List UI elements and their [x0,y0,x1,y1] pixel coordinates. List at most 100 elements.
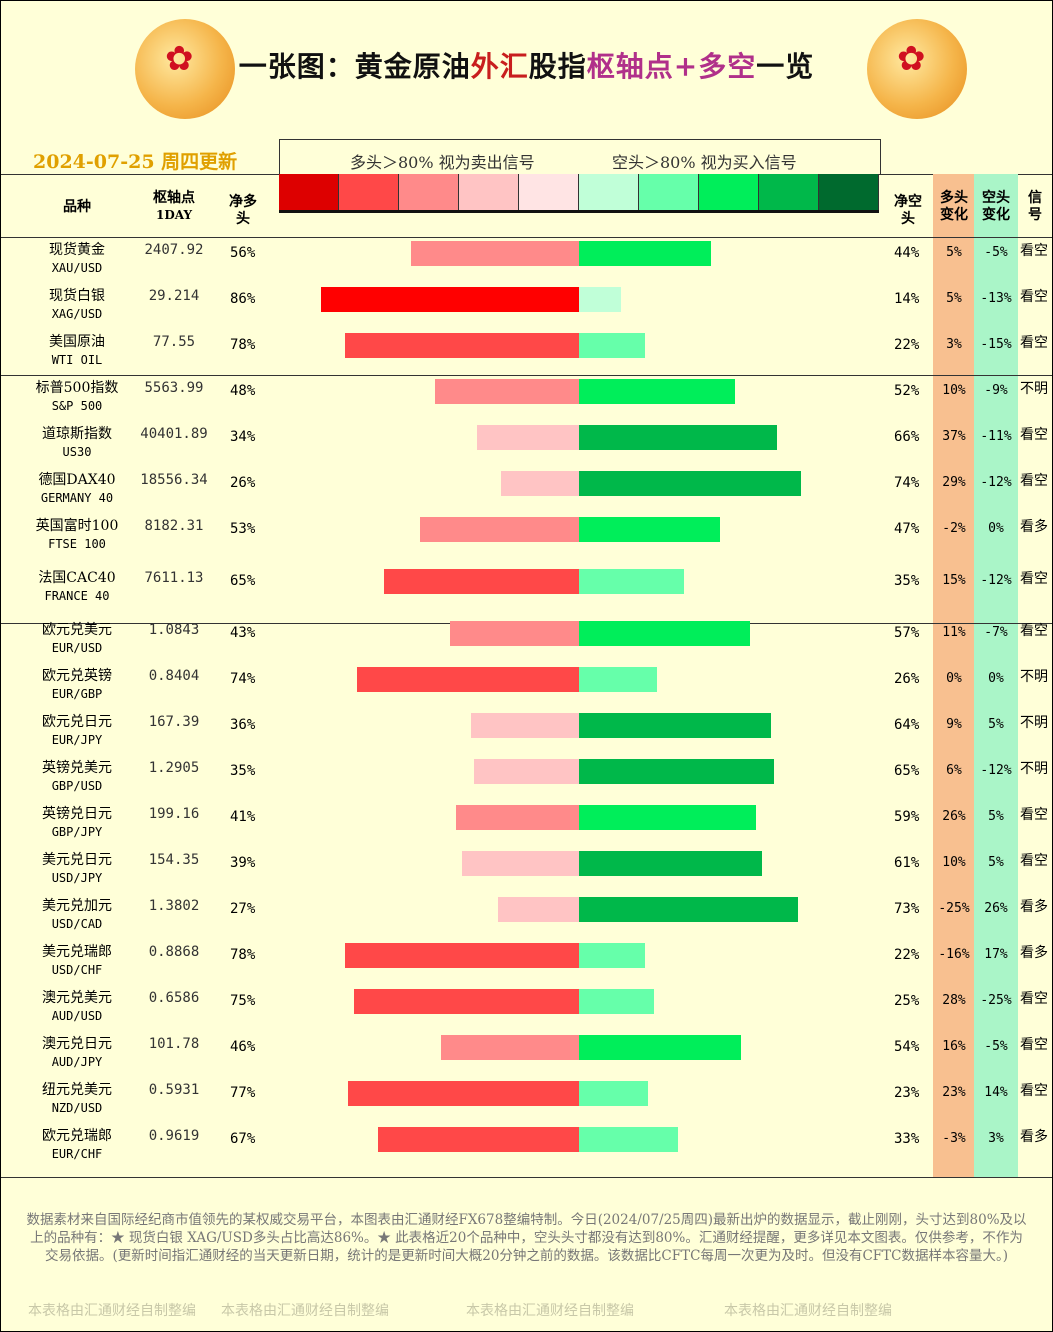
instrument-name: 标普500指数 S&P 500 [35,380,119,413]
pivot-value: 8182.31 [144,518,204,534]
net-short-pct: 14% [894,291,920,307]
short-change: -5% [984,245,1008,260]
net-short-pct: 54% [894,1039,920,1055]
long-change: 3% [946,337,962,352]
signal: 不明 [1020,761,1048,777]
instrument-name: 英镑兑日元 GBP/JPY [42,806,112,839]
short-bar [579,569,684,594]
signal: 看多 [1020,945,1048,961]
net-short-pct: 35% [894,573,920,589]
long-bar [348,1081,579,1106]
watermark: 本表格由汇通财经自制整编 [221,1303,389,1319]
signal: 看多 [1020,519,1048,535]
long-change: 11% [942,625,966,640]
short-change: 5% [988,717,1004,732]
short-change: 3% [988,1131,1004,1146]
short-bar [579,287,621,312]
net-short-pct: 44% [894,245,920,261]
short-bar [579,667,657,692]
long-change: 6% [946,763,962,778]
short-bar [579,333,645,358]
short-change: -13% [980,291,1012,306]
instrument-name: 美元兑瑞郎 USD/CHF [42,944,112,977]
pivot-value: 154.35 [148,852,200,868]
pivot-value: 199.16 [148,806,200,822]
short-bar [579,379,735,404]
table-row: 美元兑加元 USD/CAD 1.3802 27% 73% -25% 26% 看多 [1,895,1052,941]
short-change: -12% [980,475,1012,490]
signal: 看多 [1020,899,1048,915]
short-bar [579,1127,678,1152]
net-long-pct: 39% [230,855,256,871]
table-row: 美元兑瑞郎 USD/CHF 0.8868 78% 22% -16% 17% 看多 [1,941,1052,987]
long-change: 26% [942,809,966,824]
net-long-pct: 27% [230,901,256,917]
long-bar [435,379,579,404]
legend-swatch [339,174,399,210]
color-scale [279,174,879,213]
net-short-pct: 61% [894,855,920,871]
long-bar [384,569,579,594]
short-bar [579,471,801,496]
table-row: 英镑兑日元 GBP/JPY 199.16 41% 59% 26% 5% 看空 [1,803,1052,849]
table-row: 美国原油 WTI OIL 77.55 78% 22% 3% -15% 看空 [1,331,1052,377]
short-bar [579,897,798,922]
net-short-pct: 57% [894,625,920,641]
signal: 看空 [1020,335,1048,351]
table-row: 标普500指数 S&P 500 5563.99 48% 52% 10% -9% 不… [1,377,1052,423]
legend-long: 多头＞80% 视为卖出信号 [350,153,535,172]
net-short-pct: 22% [894,947,920,963]
update-date: 2024-07-25 周四更新 [33,151,238,173]
instrument-name: 美元兑日元 USD/JPY [42,852,112,885]
signal: 不明 [1020,669,1048,685]
pivot-value: 0.6586 [148,990,200,1006]
short-change: 26% [984,901,1008,916]
net-long-pct: 46% [230,1039,256,1055]
instrument-name: 现货黄金 XAU/USD [49,242,105,275]
flower-logo-left: ✿ [135,19,235,119]
long-bar [420,517,579,542]
legend-swatch [579,174,639,210]
footer-note: 数据素材来自国际经纪商市值领先的某权威交易平台，本图表由汇通财经FX678整编特… [26,1212,1027,1264]
long-bar [345,943,579,968]
pivot-value: 1.2905 [148,760,200,776]
net-long-pct: 75% [230,993,256,1009]
table-row: 现货白银 XAG/USD 29.214 86% 14% 5% -13% 看空 [1,285,1052,331]
long-change: 29% [942,475,966,490]
short-bar [579,1035,741,1060]
pivot-value: 29.214 [148,288,200,304]
long-change: 16% [942,1039,966,1054]
table-row: 法国CAC40 FRANCE 40 7611.13 65% 35% 15% -12… [1,567,1052,619]
short-bar [579,621,750,646]
net-short-pct: 74% [894,475,920,491]
long-bar [354,989,579,1014]
long-change: -25% [938,901,970,916]
short-change: 0% [988,521,1004,536]
short-change: -25% [980,993,1012,1008]
net-long-pct: 26% [230,475,256,491]
table-row: 美元兑日元 USD/JPY 154.35 39% 61% 10% 5% 看空 [1,849,1052,895]
instrument-name: 英镑兑美元 GBP/USD [42,760,112,793]
signal: 看空 [1020,243,1048,259]
net-long-pct: 43% [230,625,256,641]
page-title: 一张图：黄金原油外汇股指枢轴点+多空一览 [238,50,815,83]
long-change: -2% [942,521,966,536]
pivot-value: 101.78 [148,1036,200,1052]
long-change: 5% [946,291,962,306]
net-long-pct: 74% [230,671,256,687]
legend-swatch [699,174,759,210]
long-change: 10% [942,855,966,870]
instrument-name: 美元兑加元 USD/CAD [42,898,112,931]
long-change: 37% [942,429,966,444]
net-short-pct: 22% [894,337,920,353]
short-change: -12% [980,763,1012,778]
short-bar [579,425,777,450]
signal: 看空 [1020,623,1048,639]
instrument-name: 美国原油 WTI OIL [49,334,105,367]
long-change: 28% [942,993,966,1008]
legend-swatch [759,174,819,210]
short-change: 0% [988,671,1004,686]
short-bar [579,805,756,830]
long-bar [474,759,579,784]
